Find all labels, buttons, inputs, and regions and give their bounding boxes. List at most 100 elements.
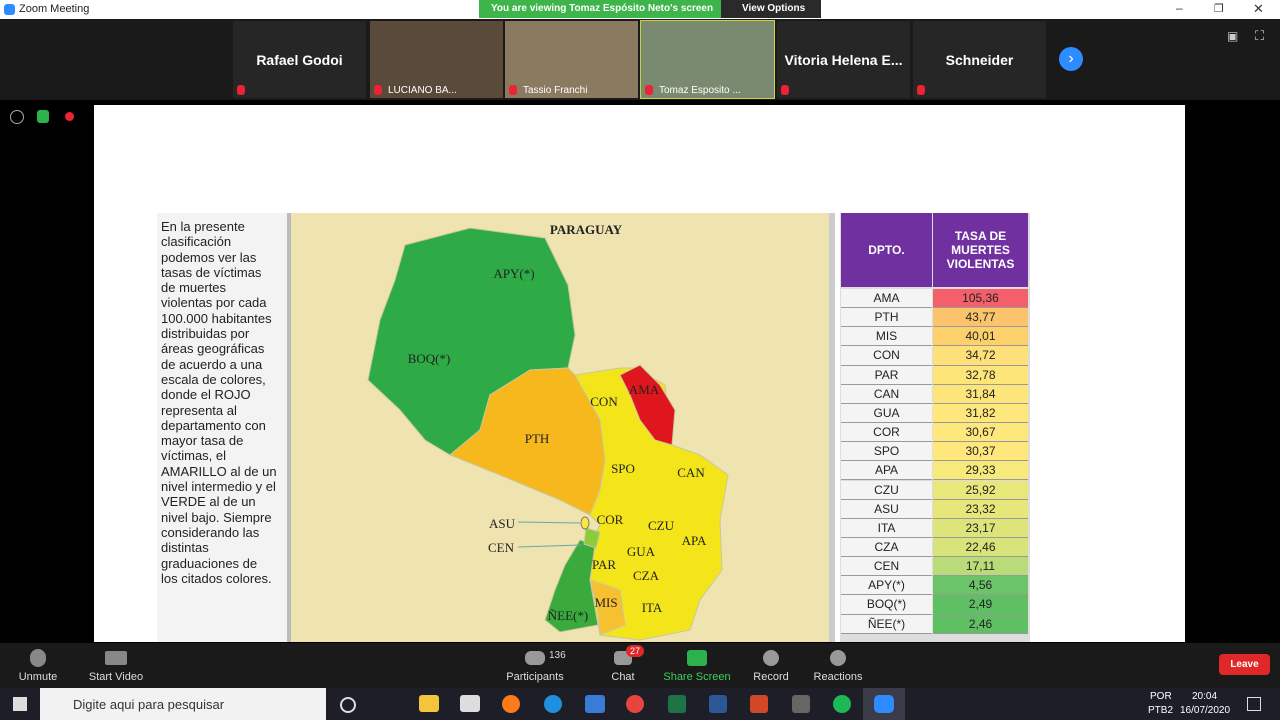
zoom-task[interactable] — [863, 688, 905, 720]
unmute-button[interactable]: Unmute — [18, 671, 58, 683]
dept-cell: AMA — [841, 289, 932, 309]
participant-name: Rafael Godoi — [256, 52, 343, 68]
map-label: GUA — [627, 544, 656, 559]
participants-button[interactable]: Participants — [506, 671, 564, 683]
reactions-button[interactable]: Reactions — [813, 671, 863, 683]
rate-cell: 23,17 — [933, 518, 1028, 538]
rate-cell: 2,49 — [933, 595, 1028, 615]
language[interactable]: POR — [1150, 691, 1172, 702]
dept-cell: CON — [841, 346, 932, 366]
window-title: Zoom Meeting — [19, 3, 90, 15]
banner-text: You are viewing Tomaz Espósito Neto's sc… — [491, 3, 714, 14]
header-dpto: DPTO. — [841, 213, 932, 287]
info-icon[interactable] — [10, 110, 24, 124]
divider — [829, 213, 835, 642]
map-label: AMA — [629, 382, 660, 397]
fullscreen-icon[interactable]: ⛶ — [1255, 28, 1265, 43]
rate-cell: 23,32 — [933, 499, 1028, 519]
restore[interactable]: ❐ — [1214, 3, 1224, 15]
map-label: BOQ(*) — [408, 351, 451, 366]
recording-dot — [65, 112, 74, 121]
map-label: ITA — [642, 600, 663, 615]
map-label: CEN — [488, 540, 515, 555]
map-label: APY(*) — [493, 266, 534, 281]
outlook[interactable] — [585, 695, 605, 713]
mic-icon — [30, 649, 46, 667]
clock-time[interactable]: 20:04 — [1192, 691, 1218, 702]
layout-icon[interactable]: ▣ — [1227, 29, 1239, 43]
participant-name: Schneider — [945, 52, 1014, 68]
zoom-icon — [874, 695, 894, 713]
participant-tile: Rafael Godoi — [233, 21, 366, 98]
chat-badge: 27 — [626, 645, 645, 657]
participant-tile: Vitoria Helena E... — [777, 21, 910, 98]
clock-date[interactable]: 16/07/2020 — [1180, 705, 1231, 716]
description-box: En la presente clasificación podemos ver… — [157, 213, 292, 642]
minimize[interactable]: – — [1176, 1, 1183, 15]
keyboard-layout[interactable]: PTB2 — [1148, 705, 1174, 716]
map-label: ASU — [489, 516, 516, 531]
dept-cell: GUA — [841, 403, 932, 424]
dept-cell: ITA — [841, 518, 932, 538]
dept-cell: APA — [841, 461, 932, 481]
dept-cell: CZA — [841, 537, 932, 558]
cen-region — [583, 527, 601, 549]
map-label: CZU — [648, 518, 675, 533]
start-video-button[interactable]: Start Video — [88, 671, 144, 683]
search-box[interactable]: Digite aqui para pesquisar — [40, 688, 326, 720]
chat-button[interactable]: Chat — [611, 671, 635, 683]
participant-count: 136 — [549, 650, 566, 661]
muted-icon — [645, 85, 653, 95]
search-placeholder: Digite aqui para pesquisar — [73, 697, 225, 712]
muted-icon — [509, 85, 517, 95]
rate-cell: 29,33 — [933, 461, 1028, 481]
map-label: PAR — [592, 557, 616, 572]
leave-button[interactable]: Leave — [1219, 654, 1270, 675]
close[interactable]: ✕ — [1253, 1, 1264, 16]
rate-cell: 40,01 — [933, 327, 1028, 347]
spotify[interactable] — [833, 695, 851, 713]
asu-region — [580, 516, 590, 530]
chrome[interactable] — [626, 695, 644, 713]
store[interactable] — [460, 695, 480, 712]
notifications[interactable] — [1247, 697, 1261, 711]
explorer[interactable] — [419, 695, 439, 712]
firefox[interactable] — [502, 695, 520, 713]
next-page[interactable]: › — [1059, 47, 1083, 71]
mis-region — [589, 579, 626, 636]
cortana[interactable] — [340, 697, 356, 713]
view-options-label: View Options — [742, 3, 806, 14]
dept-cell: CAN — [841, 384, 932, 404]
rates-table[interactable]: DPTO. TASA DE MUERTES VIOLENTAS AMA 105,3… — [840, 213, 1030, 642]
start-button[interactable] — [13, 697, 27, 711]
word[interactable] — [709, 695, 727, 713]
dept-cell: PTH — [841, 308, 932, 328]
nee-region — [544, 539, 599, 633]
cen-arrow — [517, 544, 583, 548]
edge[interactable] — [544, 695, 562, 713]
share-screen-button[interactable]: Share Screen — [663, 671, 731, 683]
dept-cell: SPO — [841, 442, 932, 462]
security-icon[interactable] — [37, 110, 49, 123]
powerpoint[interactable] — [750, 695, 768, 713]
app[interactable] — [792, 695, 810, 713]
muted-icon — [917, 85, 925, 95]
excel[interactable] — [668, 695, 686, 713]
map-label: CZA — [633, 568, 660, 583]
video-icon — [105, 651, 127, 665]
ama-region — [619, 364, 676, 446]
record-button[interactable]: Record — [753, 671, 789, 683]
rate-cell: 2,46 — [933, 614, 1028, 634]
gallery-strip — [0, 19, 1280, 100]
map-title: PARAGUAY — [550, 222, 623, 237]
asu-arrow — [517, 521, 581, 524]
map-label: APA — [682, 533, 707, 548]
rate-cell: 17,11 — [933, 557, 1028, 577]
view-options[interactable]: View Options — [721, 0, 821, 18]
participant-label: Tassio Franchi — [523, 85, 588, 96]
map-label: SPO — [611, 461, 635, 476]
map: PARAGUAY APY(*) BOQ(*) PTH CON AMA SPO CAN ASU C… — [291, 213, 829, 642]
rate-cell: 22,46 — [933, 537, 1028, 558]
rate-cell: 30,37 — [933, 442, 1028, 462]
rate-cell: 31,82 — [933, 403, 1028, 424]
